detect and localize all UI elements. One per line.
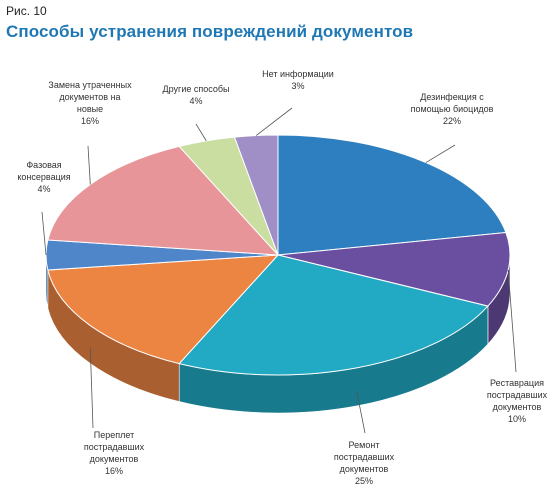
slice-labels: Дезинфекция с помощью биоцидов 22% Реставра…: [17, 69, 547, 486]
slice-category-label: новые: [77, 104, 103, 114]
leader-line-другие-способы: [195, 123, 207, 142]
leader-line-ремонт-пострадавших-документов: [356, 390, 366, 434]
slice-category-label: Ремонт: [349, 440, 380, 450]
pie-slice-ремонт-пострадавших-документов: [178, 254, 489, 376]
slice-value-label: 3%: [291, 81, 304, 91]
leader-line-реставрация-пострадавших-документов: [507, 270, 517, 373]
slice-category-label: Замена утраченных: [48, 80, 132, 90]
slice-category-label: Реставрация: [490, 378, 544, 388]
pie-slice-переплет-пострадавших-документов: [47, 254, 280, 365]
slice-category-label: Переплет: [94, 430, 134, 440]
slice-category-label: помощью биоцидов: [411, 104, 494, 114]
slice-category-label: Дезинфекция с: [420, 92, 484, 102]
slice-label-замена-утраченных-документов-на-новые: Замена утраченных документов на новые 16%: [48, 80, 132, 126]
slice-value-label: 4%: [37, 184, 50, 194]
slice-label-фазовая-консервация: Фазовая консервация 4%: [17, 160, 70, 194]
leader-line-фазовая-консервация: [41, 211, 47, 256]
leader-line-замена-утраченных-документов-на-новые: [87, 145, 91, 185]
slice-category-label: документов: [340, 464, 389, 474]
slice-category-label: пострадавших: [334, 452, 395, 462]
figure-title: Способы устранения повреждений документо…: [6, 22, 414, 41]
slice-value-label: 16%: [105, 466, 123, 476]
slice-category-label: Фазовая: [26, 160, 61, 170]
slice-category-label: пострадавших: [84, 442, 145, 452]
leader-line-переплет-пострадавших-документов: [89, 348, 94, 429]
slice-category-label: Нет информации: [262, 69, 334, 79]
slice-value-label: 25%: [355, 476, 373, 486]
slice-label-нет-информации: Нет информации 3%: [262, 69, 334, 91]
slice-value-label: 16%: [81, 116, 99, 126]
pie-slice-замена-утраченных-документов-на-новые: [47, 145, 280, 256]
slice-label-другие-способы: Другие способы 4%: [163, 84, 230, 106]
slice-category-label: документов: [90, 454, 139, 464]
leader-line-дезинфекция-с-помощью-биоцидов: [425, 144, 456, 163]
leader-line-нет-информации: [255, 107, 293, 136]
slice-category-label: документов на: [59, 92, 120, 102]
slice-category-label: Другие способы: [163, 84, 230, 94]
slice-value-label: 22%: [443, 116, 461, 126]
slice-category-label: пострадавших: [487, 390, 548, 400]
slice-label-реставрация-пострадавших-документов: Реставрация пострадавших документов 10%: [487, 378, 548, 424]
slice-label-дезинфекция-с-помощью-биоцидов: Дезинфекция с помощью биоцидов 22%: [411, 92, 494, 126]
leader-lines: [41, 107, 517, 434]
slice-category-label: консервация: [17, 172, 70, 182]
slice-value-label: 10%: [508, 414, 526, 424]
slice-label-ремонт-пострадавших-документов: Ремонт пострадавших документов 25%: [334, 440, 395, 486]
pie-side-walls: [45, 254, 511, 414]
slice-label-переплет-пострадавших-документов: Переплет пострадавших документов 16%: [84, 430, 145, 476]
slice-category-label: документов: [493, 402, 542, 412]
figure-number: Рис. 10: [6, 4, 47, 18]
pie-slices: [45, 134, 511, 376]
slice-value-label: 4%: [189, 96, 202, 106]
